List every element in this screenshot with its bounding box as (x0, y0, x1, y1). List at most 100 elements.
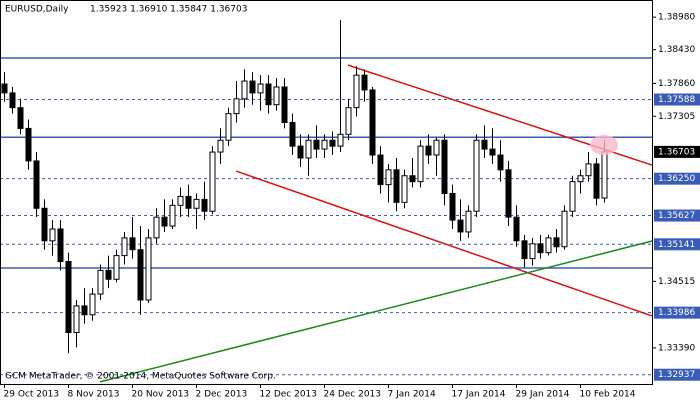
y-tick-label: 1.33390 (658, 343, 695, 353)
level-label: 1.36250 (658, 174, 695, 184)
candle-body (457, 219, 464, 233)
current-price-box (654, 145, 700, 158)
x-tick-label: 29 Oct 2013 (4, 390, 60, 400)
candle-body (425, 145, 432, 156)
x-tick-label: 8 Nov 2013 (68, 390, 120, 400)
y-tick-label: 1.37305 (658, 112, 695, 122)
y-tick-label: 1.37860 (658, 79, 695, 89)
candle-body (57, 228, 64, 263)
candle-body (193, 198, 200, 209)
candle-body (505, 169, 512, 218)
level-label-box (654, 368, 700, 381)
candle-body (73, 305, 80, 334)
candle-body (529, 243, 536, 260)
candle-body (385, 169, 392, 186)
candle-body (345, 107, 352, 135)
candle-body (241, 80, 248, 100)
x-tick-label: 17 Jan 2014 (452, 390, 506, 400)
candle-body (81, 305, 88, 316)
candle-body (449, 192, 456, 221)
x-tick-label: 10 Feb 2014 (580, 390, 636, 400)
candle-body (209, 151, 216, 212)
level-label-box (654, 172, 700, 185)
highlight-marker (590, 135, 618, 155)
candle-body (537, 243, 544, 254)
candle-body (281, 86, 288, 123)
candle-body (9, 92, 16, 109)
candle-body (137, 249, 144, 301)
candle-body (249, 80, 256, 94)
candle-body (481, 139, 488, 150)
x-tick-label: 20 Nov 2013 (132, 390, 190, 400)
candle-body (129, 237, 136, 251)
candle-body (297, 145, 304, 159)
candle-body (233, 98, 240, 115)
plot-border (0, 0, 653, 385)
candle-body (337, 133, 344, 147)
level-label-box (654, 306, 700, 319)
candle-body (465, 210, 472, 233)
trendline (99, 240, 653, 383)
candle-body (289, 121, 296, 147)
candle-body (513, 216, 520, 242)
x-tick-label: 7 Jan 2014 (388, 390, 436, 400)
header-symbol: EURUSD,Daily (5, 5, 69, 15)
candle-body (17, 107, 24, 129)
y-tick-label: 1.38980 (658, 13, 695, 23)
candle-body (377, 154, 384, 186)
candle-body (273, 86, 280, 106)
y-tick-label: 1.34515 (658, 277, 695, 287)
candle-body (433, 139, 440, 156)
watermark: GCM MetaTrader, © 2001-2014, MetaQuotes … (5, 372, 276, 382)
candle-body (225, 113, 232, 141)
candle-body (65, 261, 72, 334)
candle-body (89, 293, 96, 316)
candle-body (265, 83, 272, 106)
candle-body (417, 145, 424, 183)
candle-body (201, 198, 208, 212)
level-label: 1.37588 (658, 95, 695, 105)
candle-body (545, 237, 552, 254)
candle-body (369, 89, 376, 156)
candle-body (601, 151, 608, 199)
level-label: 1.35627 (658, 211, 695, 221)
candle-body (25, 127, 32, 162)
x-tick-label: 29 Jan 2014 (516, 390, 570, 400)
level-label: 1.32937 (658, 370, 695, 380)
candle-body (361, 74, 368, 91)
candle-body (49, 228, 56, 242)
candle-body (161, 216, 168, 227)
header-ohlc: 1.35923 1.36910 1.35847 1.36703 (90, 5, 247, 15)
candle-body (401, 175, 408, 203)
candle-body (153, 216, 160, 239)
candle-body (497, 154, 504, 171)
level-label-box (654, 93, 700, 106)
candle-body (177, 195, 184, 206)
level-label: 1.35141 (658, 240, 695, 250)
candle-body (353, 74, 360, 109)
candle-body (33, 160, 40, 209)
candle-body (441, 139, 448, 194)
candle-body (313, 139, 320, 150)
candle-body (105, 269, 112, 280)
candle-body (473, 139, 480, 212)
candle-body (113, 255, 120, 280)
candle-body (217, 139, 224, 153)
x-tick-label: 24 Dec 2013 (324, 390, 382, 400)
candle-body (393, 169, 400, 203)
candle-body (121, 237, 128, 257)
candle-body (561, 210, 568, 248)
candle-body (409, 175, 416, 183)
trendline (235, 170, 653, 317)
candle-body (521, 240, 528, 260)
current-price-label: 1.36703 (658, 147, 695, 157)
candle-body (593, 163, 600, 199)
x-tick-label: 2 Dec 2013 (196, 390, 248, 400)
plot (0, 20, 653, 383)
level-label: 1.33986 (658, 308, 695, 318)
level-label-box (654, 238, 700, 251)
y-tick-label: 1.38430 (658, 45, 695, 55)
candle-body (97, 269, 104, 295)
